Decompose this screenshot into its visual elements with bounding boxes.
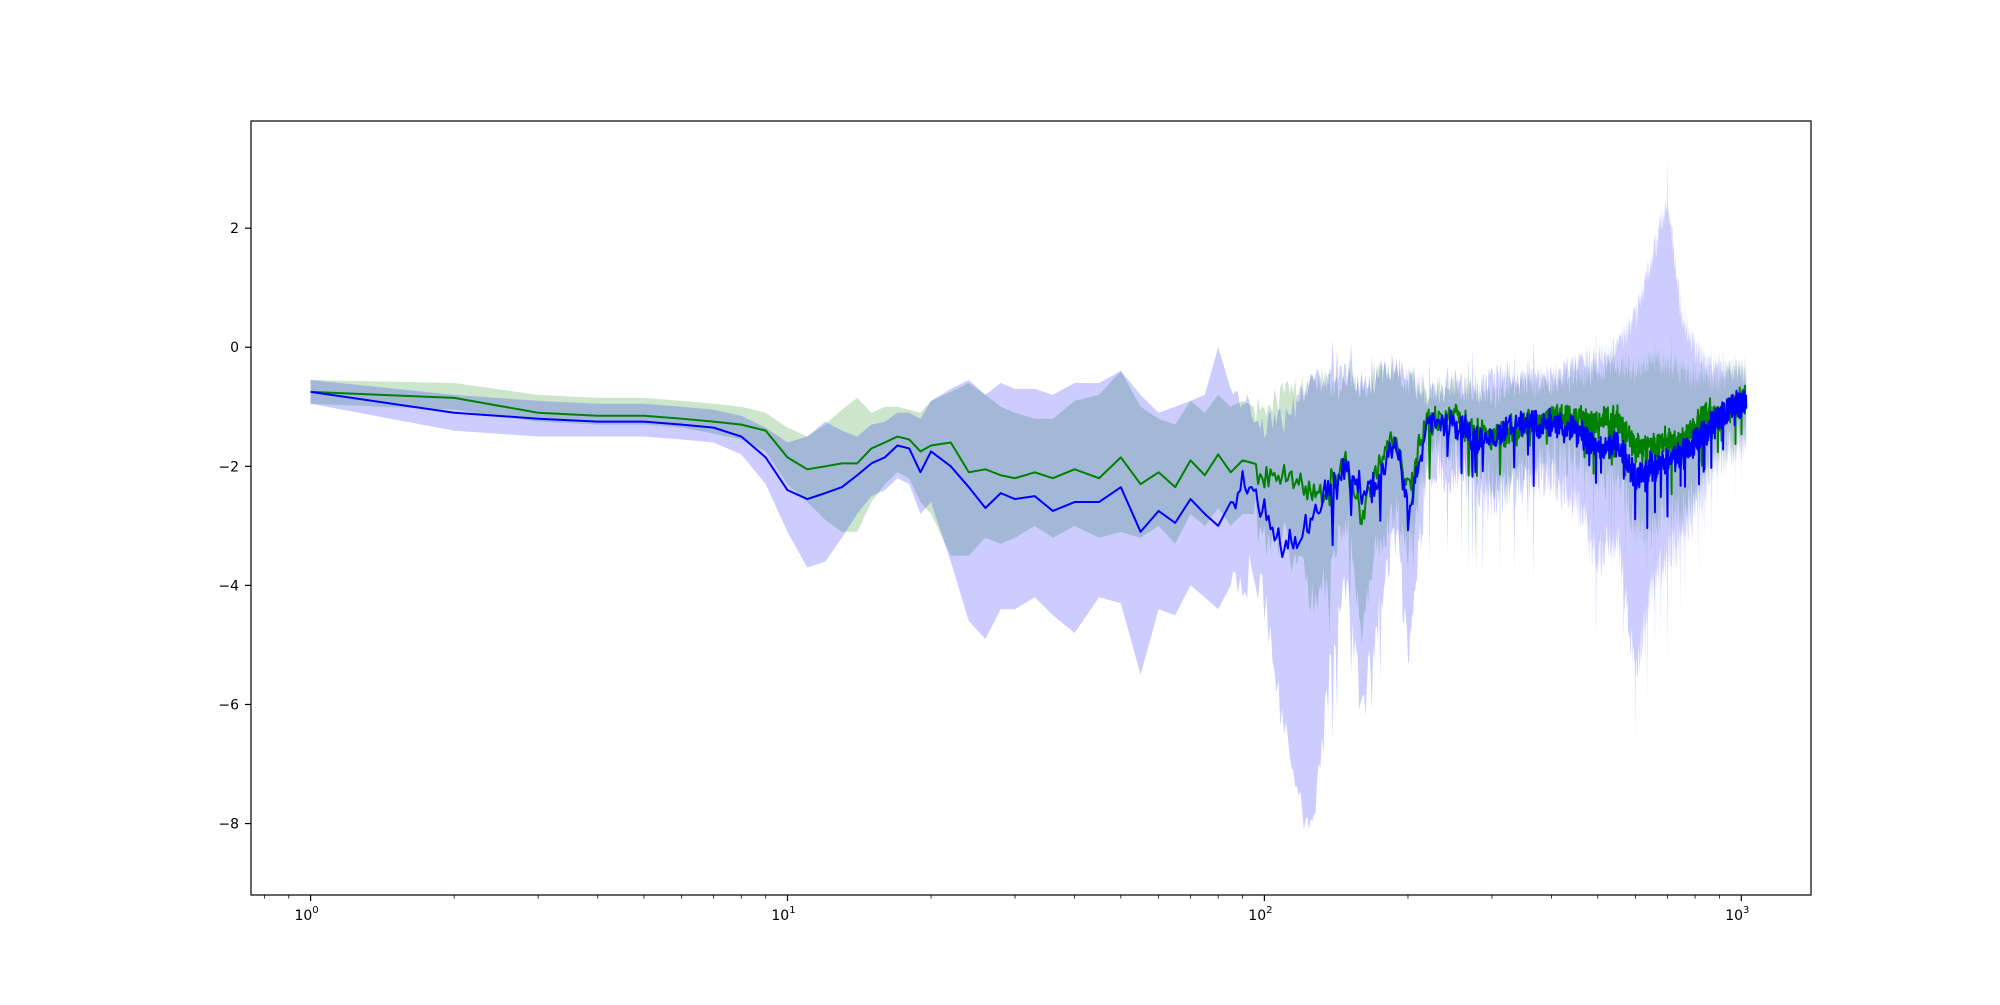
series-lines [310,384,1748,559]
y-tick-label: −4 [218,578,239,594]
x-tick-label: 101 [771,905,795,924]
y-tick-label: 2 [230,221,239,237]
series-2-line [310,389,1748,559]
series-2-confidence-band [310,159,1747,831]
y-tick-label: −2 [218,459,239,475]
confidence-bands [310,159,1747,831]
series-1-confidence-band [310,331,1747,645]
plot-frame [250,120,1812,896]
y-tick-label: 0 [230,340,239,356]
y-tick-label: −8 [218,817,239,833]
x-tick-label: 103 [1725,905,1749,924]
x-tick-label: 100 [294,905,318,924]
y-tick-label: −6 [218,697,239,713]
x-tick-label: 102 [1248,905,1272,924]
axes: 2 0 −2 −4 −6 −8 100 101 102 103 [218,120,1812,924]
